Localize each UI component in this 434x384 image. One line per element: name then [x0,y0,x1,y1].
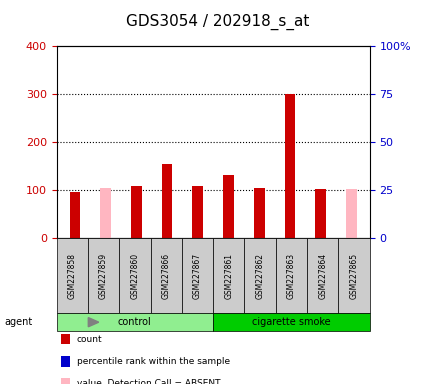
Text: GSM227862: GSM227862 [255,253,264,298]
Text: value, Detection Call = ABSENT: value, Detection Call = ABSENT [76,379,220,384]
Text: agent: agent [4,317,33,327]
Bar [69,192,80,238]
Text: GSM227858: GSM227858 [68,253,76,298]
Text: GSM227859: GSM227859 [99,252,108,299]
Bar [315,189,325,238]
Text: GSM227865: GSM227865 [349,252,358,299]
Text: GSM227861: GSM227861 [224,253,233,298]
Text: control: control [118,317,151,327]
Text: GSM227867: GSM227867 [193,252,201,299]
Text: GSM227860: GSM227860 [130,252,139,299]
Bar [192,186,203,238]
Text: percentile rank within the sample: percentile rank within the sample [76,357,229,366]
Bar [223,175,233,238]
Bar [100,188,111,238]
Text: GDS3054 / 202918_s_at: GDS3054 / 202918_s_at [125,13,309,30]
Bar [253,188,264,238]
Bar [284,94,295,238]
Text: count: count [76,334,102,344]
Bar [345,189,356,238]
Bar [161,164,172,238]
Text: GSM227864: GSM227864 [318,252,326,299]
Text: cigarette smoke: cigarette smoke [252,317,330,327]
Text: GSM227866: GSM227866 [161,252,170,299]
Text: GSM227863: GSM227863 [286,252,295,299]
Bar [131,186,141,238]
